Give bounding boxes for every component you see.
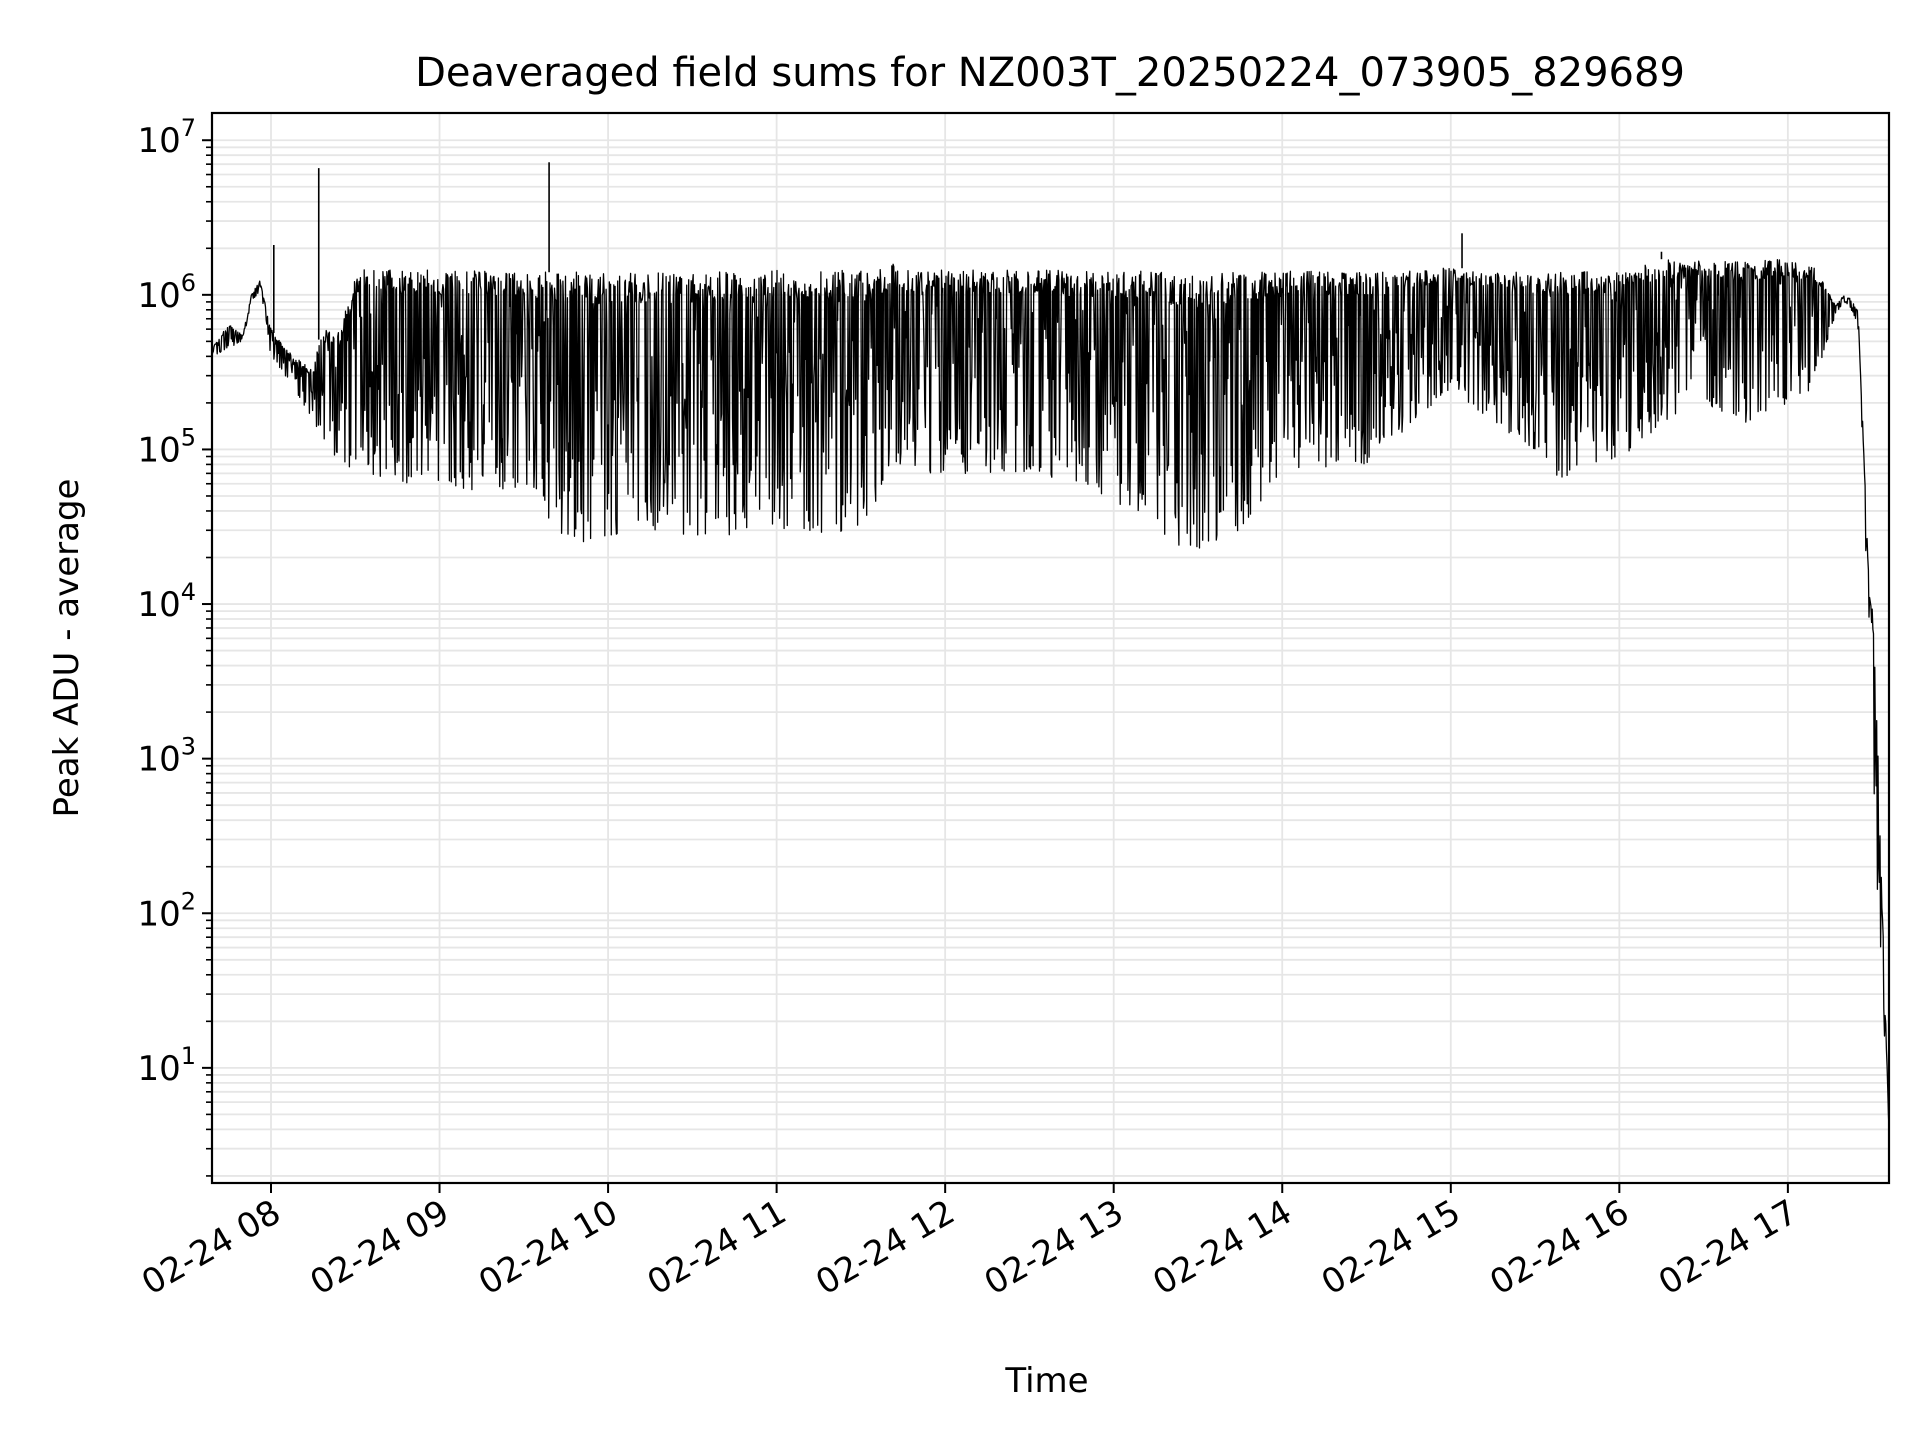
- grid-layer: [212, 113, 1889, 1183]
- y-tick-label-3: 104: [137, 578, 196, 625]
- series-layer: [211, 162, 1890, 1130]
- y-tick-label-2: 103: [137, 733, 196, 780]
- series-line: [211, 259, 1890, 1130]
- x-axis-label: Time: [1004, 1361, 1088, 1401]
- chart-title: Deaveraged field sums for NZ003T_2025022…: [415, 50, 1685, 96]
- y-tick-label-1: 102: [137, 887, 196, 934]
- plot-frame: [210, 111, 1891, 1185]
- y-tick-label-0: 101: [137, 1042, 196, 1089]
- y-tick-label-5: 106: [137, 269, 196, 316]
- y-tick-label-4: 105: [137, 423, 196, 470]
- y-tick-label-6: 107: [137, 114, 196, 161]
- y-axis-label: Peak ADU - average: [47, 479, 87, 818]
